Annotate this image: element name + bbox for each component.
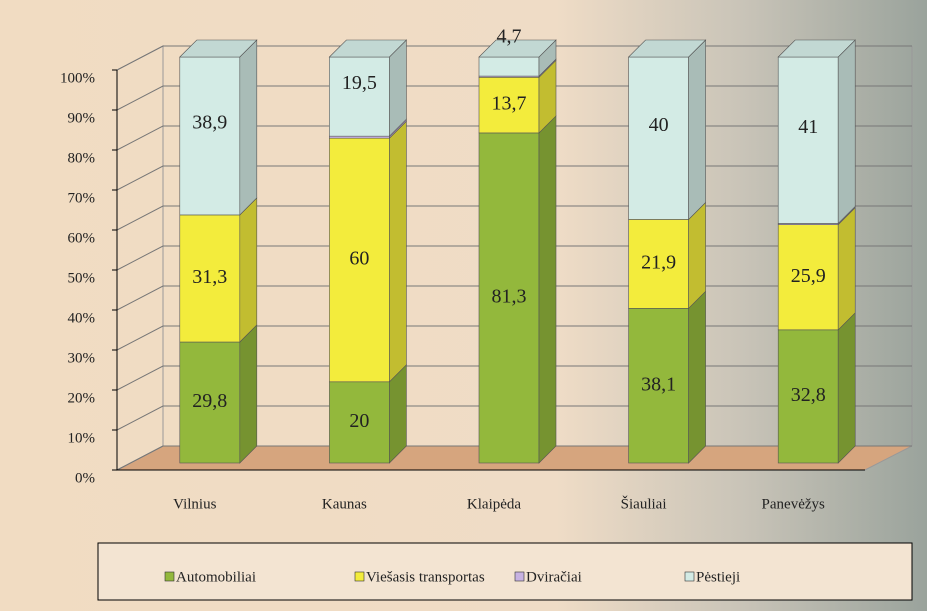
y-tick-label: 70% xyxy=(68,190,96,206)
bar-segment xyxy=(478,39,557,77)
bar-face xyxy=(688,290,706,464)
bar-face xyxy=(688,201,706,310)
x-tick-label: Vilnius xyxy=(173,496,216,512)
bar-segment xyxy=(179,39,258,216)
bar-face xyxy=(837,206,856,331)
bar-face xyxy=(179,214,241,343)
bar-segment xyxy=(628,290,706,464)
y-tick-label: 10% xyxy=(68,430,96,446)
data-label: 13,7 xyxy=(492,93,527,115)
bar-face xyxy=(478,39,557,58)
bar-segment xyxy=(328,39,408,137)
bar-face xyxy=(179,341,241,464)
bar-face xyxy=(777,329,839,464)
legend-swatch xyxy=(514,571,525,582)
bar-face xyxy=(179,56,241,216)
y-tick-label: 90% xyxy=(68,110,96,126)
bar-face xyxy=(538,115,557,464)
y-tick-label: 30% xyxy=(68,350,96,366)
bar-face xyxy=(328,39,408,58)
legend-label: Viešasis transportas xyxy=(366,569,485,585)
bar-segment xyxy=(478,59,557,134)
bar-segment xyxy=(627,39,707,221)
bar-face xyxy=(179,39,258,58)
bar-face xyxy=(478,77,540,134)
bar-segment xyxy=(777,206,856,331)
x-tick-label: Panevėžys xyxy=(762,496,825,512)
y-tick-label: 20% xyxy=(68,390,96,406)
bar-face xyxy=(627,39,707,58)
x-tick-label: Klaipėda xyxy=(467,496,521,512)
legend-label: Dviračiai xyxy=(526,569,582,585)
bar-segment xyxy=(329,120,407,383)
legend-swatch xyxy=(354,571,365,582)
bar-segment xyxy=(329,364,407,464)
y-tick-label: 80% xyxy=(68,150,96,166)
y-tick-label: 60% xyxy=(68,230,96,246)
data-label: 4,7 xyxy=(497,26,522,48)
data-label: 81,3 xyxy=(492,286,527,308)
bar-segment xyxy=(179,197,258,343)
y-tick-label: 40% xyxy=(68,310,96,326)
data-label: 21,9 xyxy=(641,251,676,273)
x-tick-label: Kaunas xyxy=(322,496,367,512)
data-label: 31,3 xyxy=(192,266,227,288)
y-tick-label: 50% xyxy=(68,270,96,286)
bar-face xyxy=(389,120,407,383)
data-label: 29,8 xyxy=(192,390,227,412)
legend-swatch xyxy=(684,571,695,582)
bar-segment xyxy=(777,312,856,464)
bar-segment xyxy=(179,324,258,464)
bar-segment xyxy=(777,39,856,225)
bar-face xyxy=(239,39,258,216)
bar-face xyxy=(478,56,540,77)
legend-label: Pėstieji xyxy=(696,569,740,585)
bar-face xyxy=(239,197,258,343)
bar-face xyxy=(837,312,856,464)
bar-face xyxy=(837,39,856,225)
data-label: 19,5 xyxy=(342,72,377,94)
data-label: 40 xyxy=(649,114,669,136)
y-tick-label: 100% xyxy=(60,70,95,86)
bar-face xyxy=(628,308,689,464)
data-label: 20 xyxy=(349,410,369,432)
bar-face xyxy=(628,219,689,309)
bar-face xyxy=(239,324,258,464)
legend-box xyxy=(97,542,913,601)
data-label: 38,9 xyxy=(192,112,227,134)
data-label: 41 xyxy=(798,116,818,138)
data-label: 38,1 xyxy=(641,373,676,395)
bar-face xyxy=(628,56,689,220)
bar-face xyxy=(329,381,390,464)
legend-swatch xyxy=(164,571,175,582)
bar-face xyxy=(688,39,706,221)
data-label: 60 xyxy=(349,248,369,270)
data-label: 25,9 xyxy=(791,265,826,287)
bar-face xyxy=(777,56,839,224)
legend-label: Automobiliai xyxy=(176,569,256,585)
x-tick-label: Šiauliai xyxy=(621,495,667,512)
data-label: 32,8 xyxy=(791,384,826,406)
bar-face xyxy=(329,56,390,137)
y-tick-label: 0% xyxy=(75,470,95,486)
bar-face xyxy=(329,137,390,383)
bar-face xyxy=(329,135,390,139)
bar-face xyxy=(777,39,856,58)
bar-face xyxy=(777,224,839,331)
